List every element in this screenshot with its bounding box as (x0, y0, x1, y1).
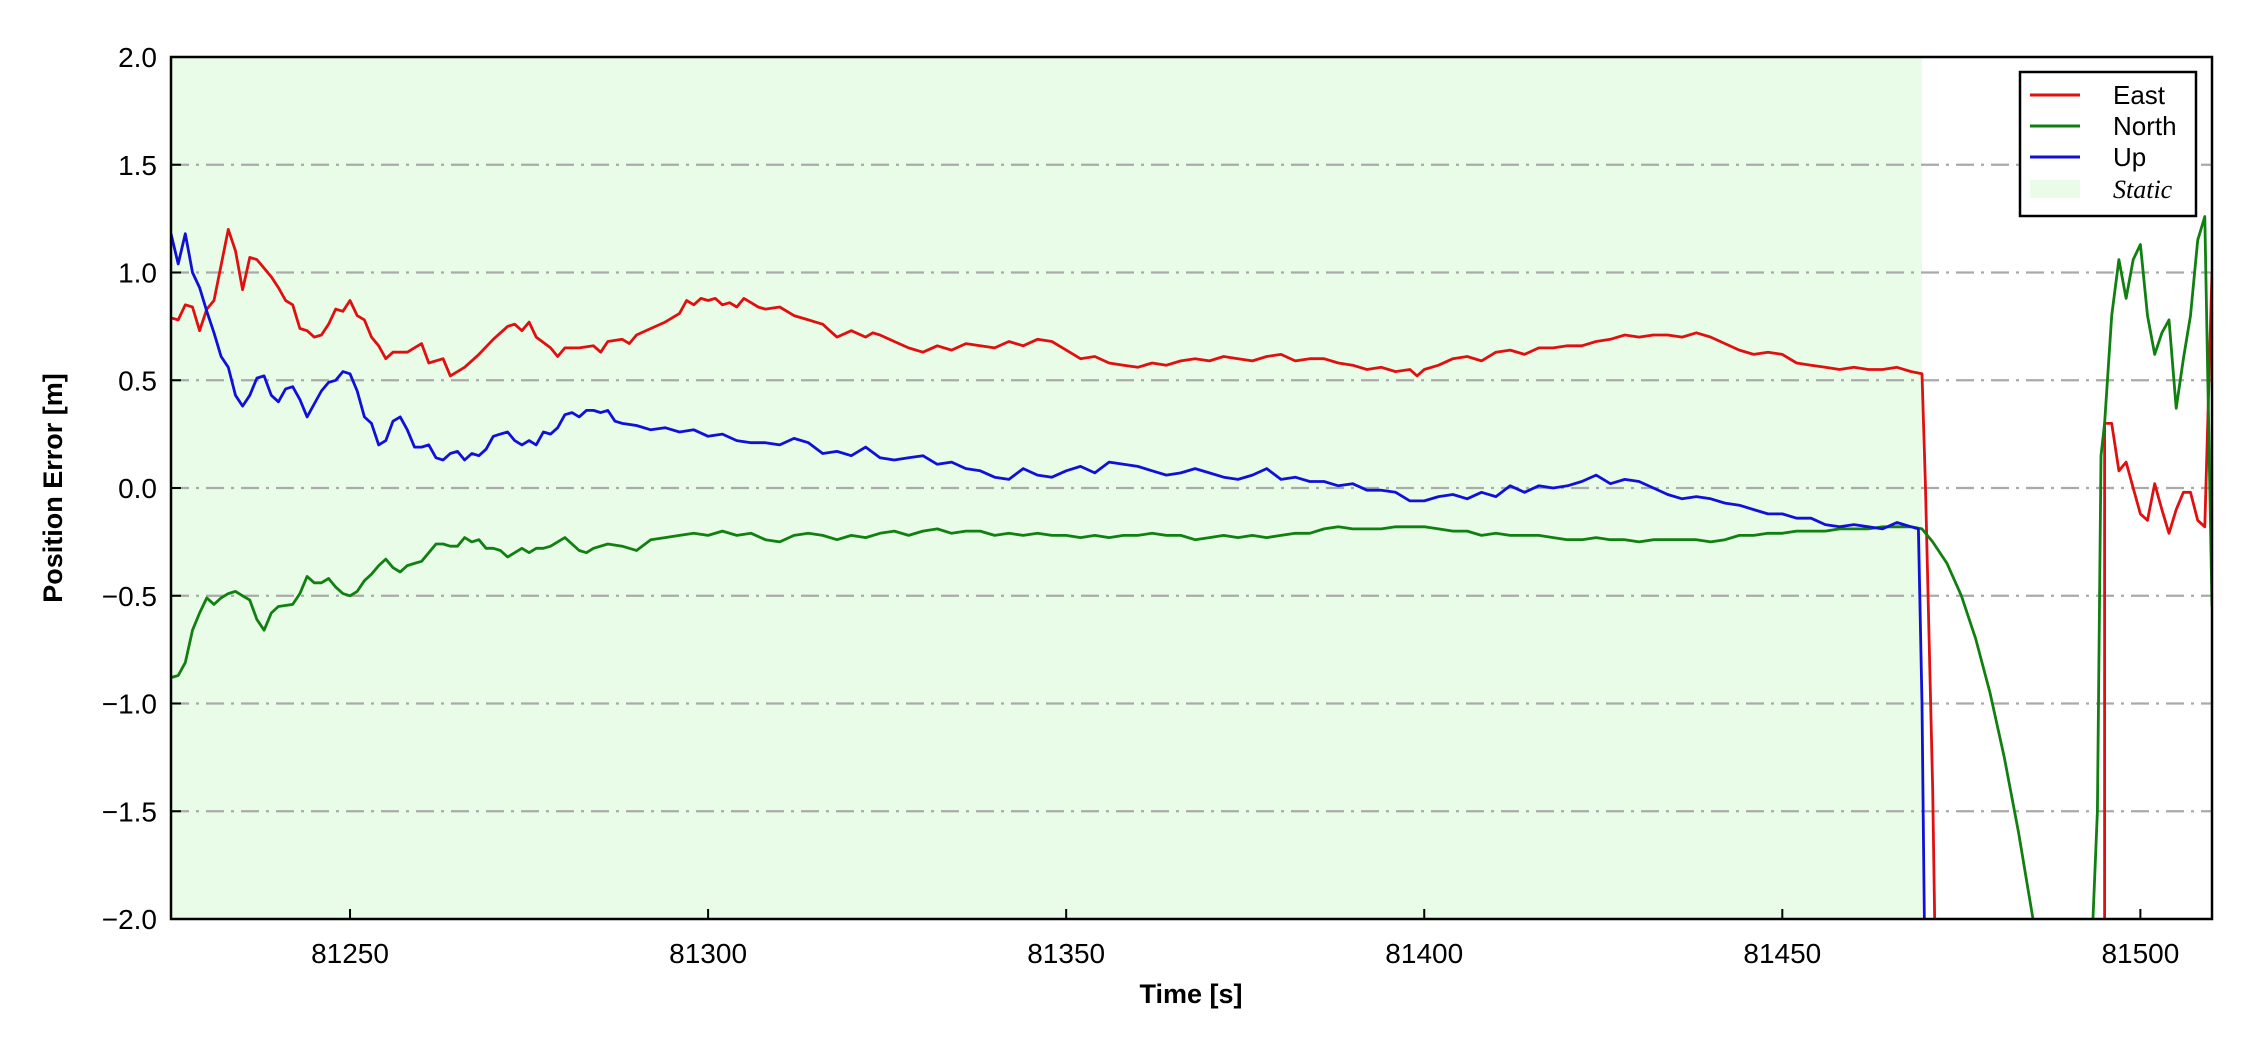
legend-label-east: East (2113, 80, 2166, 110)
y-tick-label-1: −1.5 (102, 796, 157, 827)
x-axis-label: Time [s] (1139, 979, 1242, 1009)
series-line-east (171, 228, 2212, 919)
gridlines (171, 163, 2212, 813)
legend-swatch-static (2030, 180, 2080, 198)
series-line-north (171, 215, 2212, 919)
y-axis-label: Position Error [m] (38, 373, 68, 603)
legend-label-north: North (2113, 111, 2177, 141)
legend-label-static: Static (2113, 175, 2173, 204)
y-tick-label-0: −2.0 (102, 904, 157, 935)
series-lines (171, 215, 2212, 919)
series-line-up (171, 232, 1926, 919)
legend-label-up: Up (2113, 142, 2146, 172)
y-axis-ticks: −2.0 −1.5 −1.0 −0.5 0.0 0.5 1.0 1.5 2.0 (102, 42, 181, 935)
x-tick-label-1: 81300 (669, 938, 747, 969)
y-tick-label-4: 0.0 (118, 473, 157, 504)
x-tick-label-2: 81350 (1027, 938, 1105, 969)
y-tick-label-7: 1.5 (118, 150, 157, 181)
x-tick-label-4: 81450 (1743, 938, 1821, 969)
x-tick-label-0: 81250 (311, 938, 389, 969)
y-tick-label-2: −1.0 (102, 689, 157, 720)
y-tick-label-3: −0.5 (102, 581, 157, 612)
y-tick-label-6: 1.0 (118, 258, 157, 289)
x-axis-ticks: 81250 81300 81350 81400 81450 81500 (311, 909, 2179, 969)
x-tick-label-3: 81400 (1385, 938, 1463, 969)
y-tick-label-5: 0.5 (118, 365, 157, 396)
x-tick-label-5: 81500 (2101, 938, 2179, 969)
y-tick-label-8: 2.0 (118, 42, 157, 73)
